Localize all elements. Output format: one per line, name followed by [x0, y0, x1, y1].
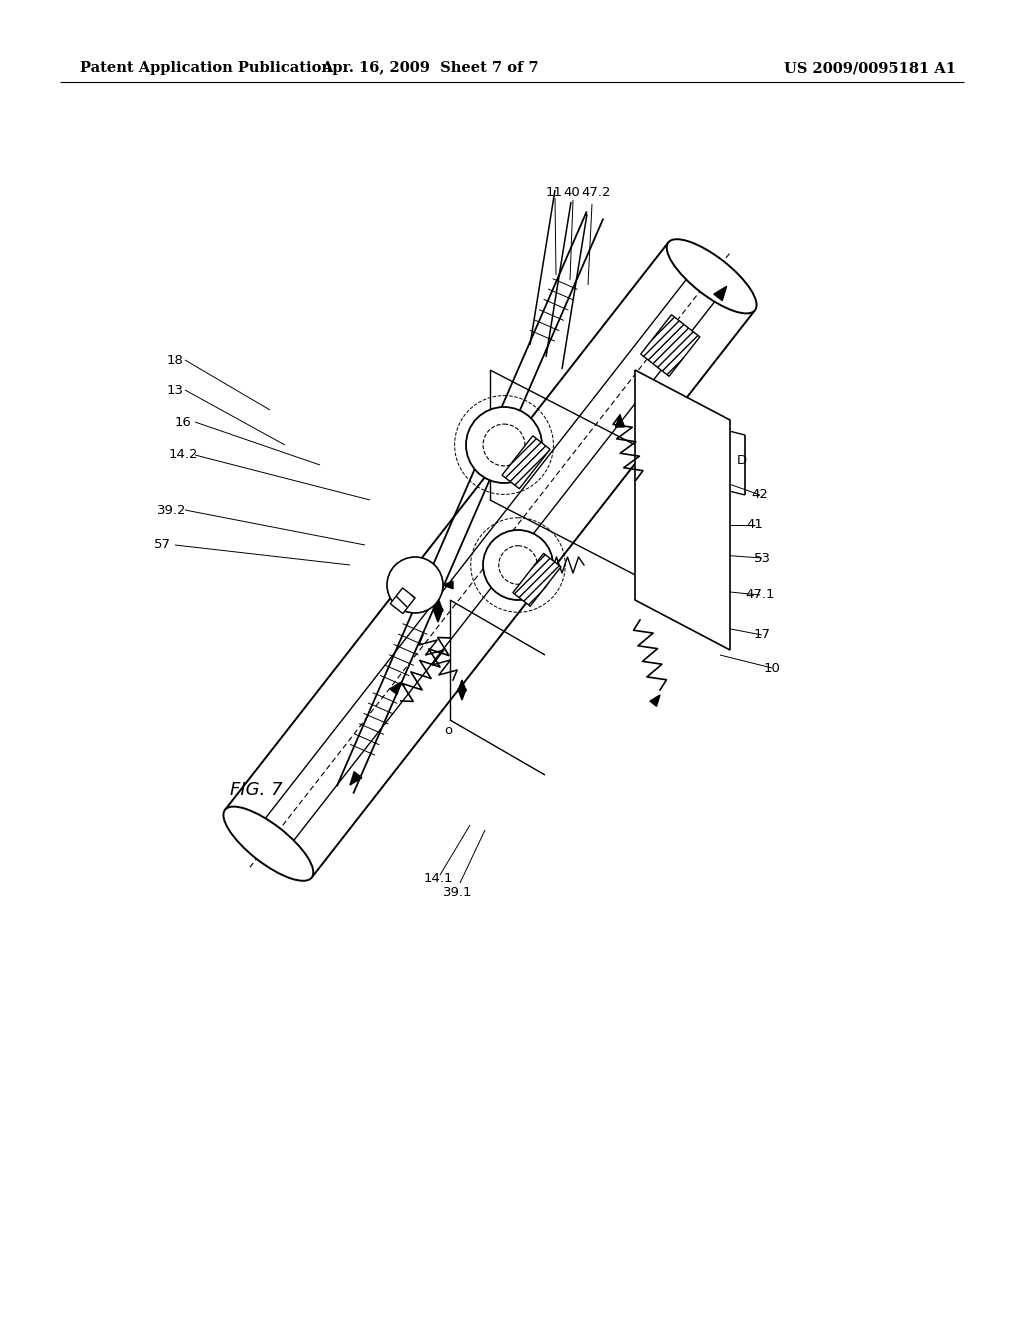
Polygon shape: [458, 689, 466, 700]
Text: Apr. 16, 2009  Sheet 7 of 7: Apr. 16, 2009 Sheet 7 of 7: [322, 61, 539, 75]
Text: 17: 17: [754, 628, 770, 642]
Text: 14.1: 14.1: [423, 871, 453, 884]
Polygon shape: [433, 609, 443, 622]
Text: 13: 13: [167, 384, 183, 396]
Ellipse shape: [667, 239, 757, 313]
Polygon shape: [390, 682, 400, 694]
Polygon shape: [443, 581, 453, 589]
Text: 10: 10: [764, 661, 780, 675]
Polygon shape: [650, 696, 660, 706]
Polygon shape: [503, 535, 513, 546]
Text: 18: 18: [167, 354, 183, 367]
Polygon shape: [635, 370, 730, 649]
Text: FIG. 7: FIG. 7: [230, 781, 283, 799]
Text: US 2009/0095181 A1: US 2009/0095181 A1: [784, 61, 956, 75]
Text: 11: 11: [546, 186, 562, 198]
Polygon shape: [458, 680, 466, 690]
Text: 39.1: 39.1: [443, 887, 473, 899]
Text: o: o: [444, 723, 452, 737]
Text: Patent Application Publication: Patent Application Publication: [80, 61, 332, 75]
Text: 14.2: 14.2: [168, 449, 198, 462]
Text: 40: 40: [563, 186, 581, 198]
Text: 16: 16: [174, 416, 191, 429]
Text: 53: 53: [754, 552, 770, 565]
Text: D: D: [737, 454, 748, 466]
Circle shape: [466, 407, 542, 483]
Polygon shape: [433, 598, 443, 611]
Text: 41: 41: [746, 519, 764, 532]
Polygon shape: [350, 772, 361, 785]
Polygon shape: [714, 286, 727, 301]
Polygon shape: [502, 436, 550, 488]
Text: 42: 42: [752, 488, 768, 502]
Text: 39.2: 39.2: [158, 503, 186, 516]
Ellipse shape: [223, 807, 313, 880]
Circle shape: [483, 531, 553, 601]
Polygon shape: [390, 587, 415, 614]
Polygon shape: [495, 407, 503, 418]
Text: 57: 57: [154, 539, 171, 552]
Polygon shape: [615, 414, 625, 426]
Text: 47.2: 47.2: [582, 186, 610, 198]
Polygon shape: [513, 553, 561, 606]
Text: 47.1: 47.1: [745, 589, 775, 602]
Circle shape: [387, 557, 443, 612]
Polygon shape: [641, 314, 699, 376]
